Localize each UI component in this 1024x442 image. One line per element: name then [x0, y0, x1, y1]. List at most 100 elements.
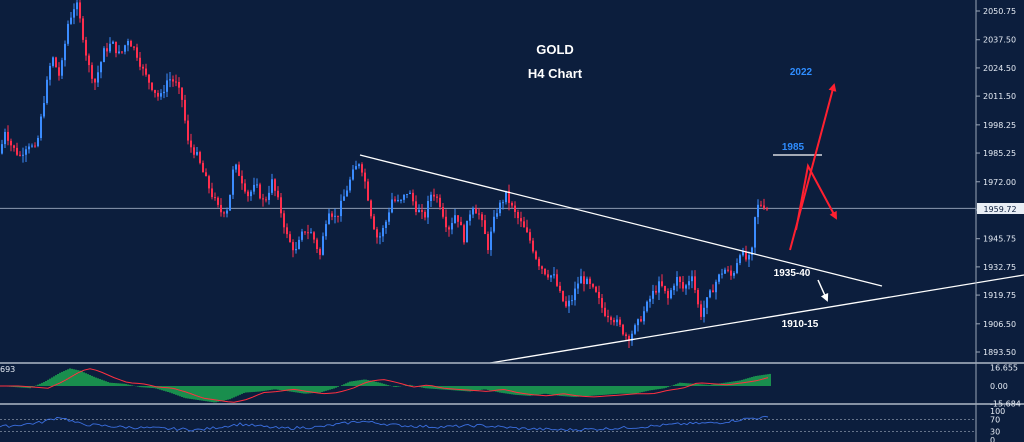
candle-body — [667, 290, 669, 299]
candle-body — [163, 91, 165, 94]
price-tick-label: 1893.50 — [983, 348, 1016, 357]
candle-body — [745, 251, 747, 260]
candle-body — [547, 274, 549, 278]
candle-body — [133, 46, 135, 48]
candle-body — [634, 325, 636, 334]
price-tick-label: 1985.25 — [983, 149, 1016, 158]
candle-body — [520, 218, 522, 222]
candle-body — [157, 92, 159, 97]
candle-body — [22, 154, 24, 156]
candle-body — [463, 225, 465, 243]
candle-body — [376, 229, 378, 238]
candle-body — [577, 283, 579, 289]
candle-body — [334, 215, 336, 217]
price-tick-label: 1906.50 — [983, 320, 1016, 329]
candle-body — [211, 188, 213, 198]
candle-body — [247, 191, 249, 197]
candle-body — [751, 247, 753, 256]
candle-body — [232, 169, 234, 195]
price-tick-label: 1945.75 — [983, 235, 1016, 244]
candle-body — [319, 249, 321, 255]
rsi-tick-label: 70 — [990, 416, 1000, 425]
candle-body — [151, 82, 153, 90]
candle-body — [682, 282, 684, 289]
candle-body — [364, 172, 366, 182]
candle-body — [310, 232, 312, 234]
candle-body — [292, 242, 294, 251]
candle-body — [442, 206, 444, 217]
candle-body — [301, 231, 303, 240]
rsi-tick-label: 30 — [990, 427, 1000, 436]
candle-body — [136, 47, 138, 58]
candle-body — [481, 214, 483, 221]
candle-body — [592, 283, 594, 287]
candle-body — [31, 145, 33, 147]
candle-body — [676, 277, 678, 286]
candle-body — [679, 277, 681, 283]
candle-body — [445, 216, 447, 228]
bearish-arrow — [817, 279, 829, 302]
candle-body — [349, 179, 351, 191]
candle-body — [538, 258, 540, 267]
candle-body — [670, 290, 672, 299]
candle-body — [400, 199, 402, 201]
candle-body — [688, 281, 690, 286]
candle-body — [562, 290, 564, 302]
candle-body — [172, 79, 174, 82]
candle-body — [385, 221, 387, 228]
candle-body — [757, 204, 759, 218]
macd-label: 693 — [0, 365, 15, 374]
candle-body — [469, 214, 471, 221]
candle-body — [544, 268, 546, 275]
candle-body — [175, 81, 177, 83]
candle-body — [37, 137, 39, 147]
candle-body — [505, 190, 507, 203]
candle-body — [514, 205, 516, 212]
candle-body — [259, 184, 261, 199]
candle-body — [430, 194, 432, 202]
chart-subtitle: H4 Chart — [528, 66, 583, 81]
candle-body — [268, 192, 270, 200]
candle-body — [475, 208, 477, 214]
candle-body — [622, 324, 624, 335]
candle-body — [700, 304, 702, 317]
candle-body — [763, 205, 765, 209]
candle-body — [295, 248, 297, 251]
candle-body — [373, 216, 375, 230]
candle-body — [646, 301, 648, 312]
candle-body — [541, 266, 543, 269]
candle-body — [529, 232, 531, 241]
candle-body — [7, 131, 9, 141]
candle-body — [355, 166, 357, 170]
candle-body — [490, 231, 492, 251]
candle-body — [73, 9, 75, 18]
candle-body — [244, 183, 246, 192]
candle-body — [205, 172, 207, 177]
rsi-line — [0, 415, 769, 432]
candle-body — [76, 2, 78, 10]
candle-body — [508, 190, 510, 203]
candle-body — [613, 319, 615, 323]
macd-tick-label: -15.684 — [990, 399, 1021, 408]
candle-body — [82, 18, 84, 40]
candle-body — [325, 224, 327, 237]
candle-body — [742, 251, 744, 256]
candle-body — [97, 72, 99, 83]
candle-body — [382, 227, 384, 237]
candle-body — [208, 176, 210, 189]
macd-signal-line — [0, 368, 769, 403]
candle-body — [112, 41, 114, 44]
price-tick-label: 2037.50 — [983, 36, 1016, 45]
candle-body — [109, 43, 111, 52]
candle-body — [655, 290, 657, 293]
candle-body — [118, 51, 120, 54]
descending-trendline — [359, 154, 883, 287]
candle-body — [439, 197, 441, 207]
candle-body — [412, 192, 414, 202]
candle-body — [724, 269, 726, 274]
candle-body — [466, 220, 468, 243]
candle-body — [106, 48, 108, 52]
candle-body — [298, 239, 300, 249]
candle-body — [328, 213, 330, 225]
